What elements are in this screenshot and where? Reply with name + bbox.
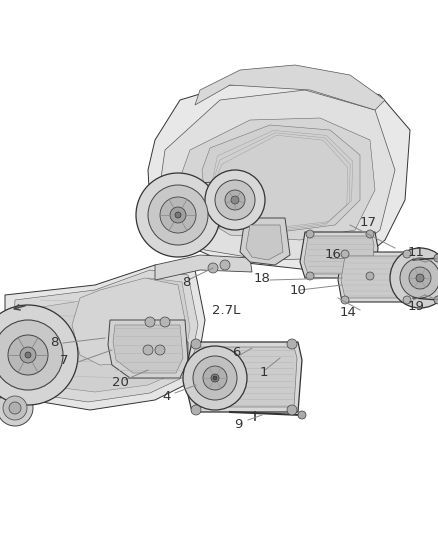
Circle shape <box>215 180 254 220</box>
Polygon shape <box>113 325 183 373</box>
Polygon shape <box>303 236 373 274</box>
Circle shape <box>0 320 63 390</box>
Text: 18: 18 <box>254 271 270 285</box>
Polygon shape <box>180 118 374 240</box>
Circle shape <box>433 296 438 304</box>
Circle shape <box>286 405 297 415</box>
Circle shape <box>9 402 21 414</box>
Polygon shape <box>12 270 198 402</box>
Circle shape <box>20 347 36 363</box>
Circle shape <box>365 272 373 280</box>
Circle shape <box>3 396 27 420</box>
Polygon shape <box>159 90 394 260</box>
Circle shape <box>402 250 410 258</box>
Circle shape <box>175 212 180 218</box>
Text: 8: 8 <box>182 277 190 289</box>
Polygon shape <box>240 218 290 265</box>
Polygon shape <box>110 342 187 358</box>
Polygon shape <box>191 347 297 407</box>
Circle shape <box>145 317 155 327</box>
Circle shape <box>0 305 78 405</box>
Circle shape <box>25 352 31 358</box>
Circle shape <box>305 230 313 238</box>
Circle shape <box>208 263 218 273</box>
Text: 11: 11 <box>407 246 424 259</box>
Circle shape <box>183 346 247 410</box>
Circle shape <box>219 260 230 270</box>
Circle shape <box>191 339 201 349</box>
Polygon shape <box>187 342 301 412</box>
Circle shape <box>159 197 195 233</box>
Polygon shape <box>148 80 409 270</box>
Polygon shape <box>299 232 377 278</box>
Circle shape <box>230 196 238 204</box>
Polygon shape <box>108 320 187 378</box>
Circle shape <box>399 258 438 298</box>
Circle shape <box>0 390 33 426</box>
Circle shape <box>191 405 201 415</box>
Text: 16: 16 <box>324 248 341 262</box>
Text: 8: 8 <box>50 335 58 349</box>
Text: 6: 6 <box>231 345 240 359</box>
Text: 14: 14 <box>339 306 356 319</box>
Polygon shape <box>337 252 412 302</box>
Circle shape <box>402 296 410 304</box>
Circle shape <box>170 207 186 223</box>
Polygon shape <box>5 265 205 410</box>
Circle shape <box>211 374 219 382</box>
Polygon shape <box>155 255 251 280</box>
Text: 19: 19 <box>407 300 424 312</box>
Text: 1: 1 <box>259 367 268 379</box>
Polygon shape <box>201 125 359 232</box>
Circle shape <box>193 356 237 400</box>
Text: 17: 17 <box>359 215 376 229</box>
Text: 4: 4 <box>162 390 170 402</box>
Circle shape <box>8 335 48 375</box>
Circle shape <box>286 339 297 349</box>
Polygon shape <box>72 278 184 365</box>
Circle shape <box>202 366 226 390</box>
Polygon shape <box>340 256 408 298</box>
Text: 20: 20 <box>112 376 129 390</box>
Circle shape <box>408 267 430 289</box>
Text: 2.7L: 2.7L <box>212 303 240 317</box>
Circle shape <box>415 274 423 282</box>
Circle shape <box>155 345 165 355</box>
Text: 10: 10 <box>290 284 306 296</box>
Polygon shape <box>194 65 384 110</box>
Circle shape <box>340 296 348 304</box>
Polygon shape <box>22 278 190 392</box>
Circle shape <box>136 173 219 257</box>
Circle shape <box>212 376 216 380</box>
Text: 7: 7 <box>60 353 68 367</box>
Circle shape <box>143 345 153 355</box>
Circle shape <box>433 254 438 262</box>
Circle shape <box>340 250 348 258</box>
Circle shape <box>148 185 208 245</box>
Circle shape <box>297 411 305 419</box>
Circle shape <box>225 190 244 210</box>
Circle shape <box>159 317 170 327</box>
Circle shape <box>305 272 313 280</box>
Circle shape <box>205 170 265 230</box>
Polygon shape <box>245 225 283 260</box>
Circle shape <box>389 248 438 308</box>
Text: 9: 9 <box>233 417 242 431</box>
Circle shape <box>365 230 373 238</box>
